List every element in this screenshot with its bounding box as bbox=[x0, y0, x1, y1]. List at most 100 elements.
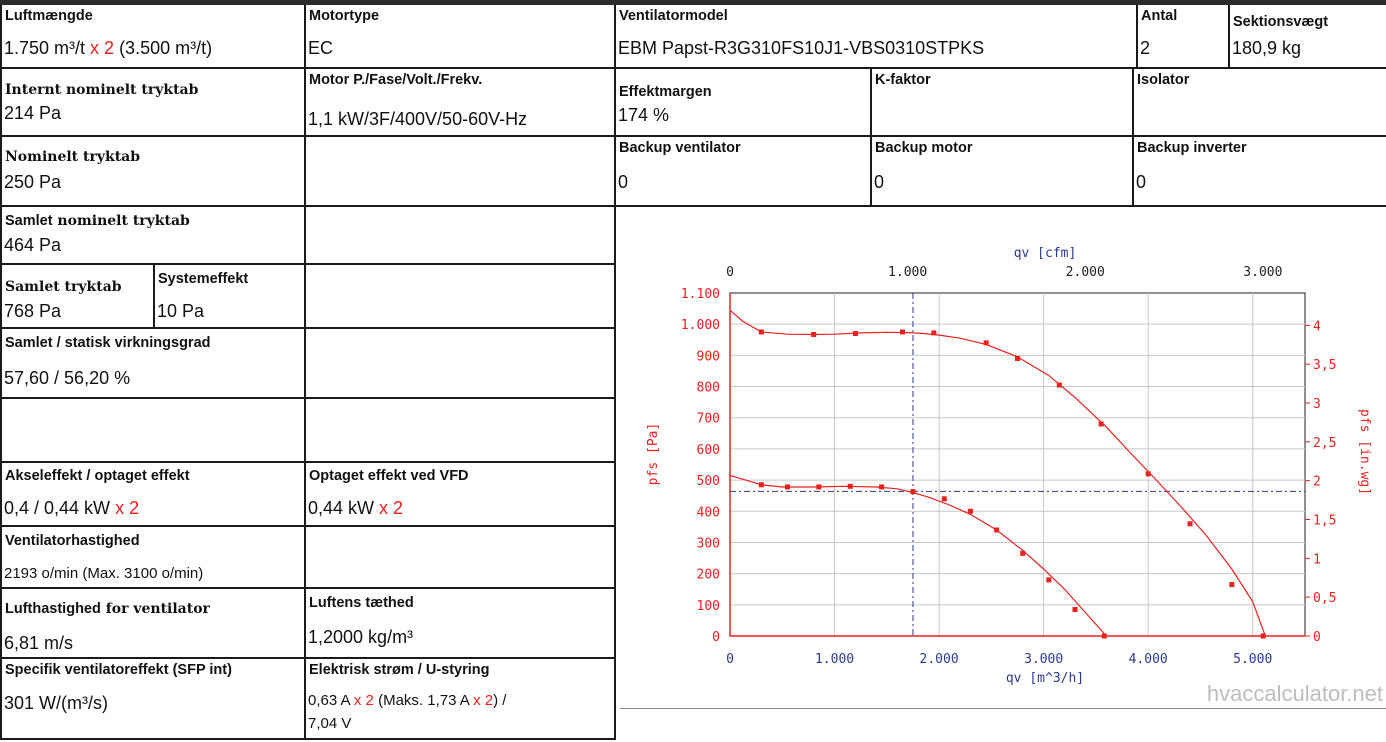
chart-axes: 0 1.000 2.000 3.000 4.000 5.00001002003004005… bbox=[681, 265, 1337, 667]
backup-inverter-label: Backup inverter bbox=[1137, 140, 1247, 156]
fan-curve-svg: 0 1.000 2.000 3.000 4.000 5.00001002003004005… bbox=[646, 246, 1383, 706]
watermark: hvaccalculator.net bbox=[1207, 681, 1383, 706]
lufthastighed-value: 6,81 m/s bbox=[4, 633, 74, 653]
cell-backup-vent: Backup ventilator 0 bbox=[616, 137, 872, 207]
strom-value-line2: 7,04 V bbox=[308, 715, 352, 732]
y2-tick-label: 1,5 bbox=[1313, 513, 1336, 528]
hastighed-value: 2193 o/min (Max. 3100 o/min) bbox=[4, 565, 204, 582]
curve-marker bbox=[758, 482, 764, 488]
curve-marker bbox=[879, 484, 885, 490]
luftmaengde-multiplier: x 2 bbox=[90, 38, 115, 58]
curve-marker bbox=[1056, 382, 1062, 388]
antal-value: 2 bbox=[1140, 38, 1151, 58]
strom-label: Elektrisk strøm / U-styring bbox=[309, 662, 490, 678]
virkningsgrad-value: 57,60 / 56,20 % bbox=[4, 368, 131, 388]
cell-empty-r7b bbox=[306, 399, 616, 463]
y-tick-label: 900 bbox=[697, 349, 720, 364]
samlet-nominelt-label-serif: nominelt tryktab bbox=[52, 213, 190, 229]
x2-tick-label: 0 bbox=[726, 265, 734, 280]
backup-inverter-value: 0 bbox=[1136, 172, 1147, 192]
samlet-nominelt-value: 464 Pa bbox=[4, 235, 62, 255]
effektmargen-value: 174 % bbox=[618, 105, 670, 125]
systemeffekt-label: Systemeffekt bbox=[158, 271, 249, 287]
virkningsgrad-label: Samlet / statisk virkningsgrad bbox=[5, 335, 211, 351]
backup-motor-value: 0 bbox=[874, 172, 885, 192]
cell-backup-motor: Backup motor 0 bbox=[872, 137, 1134, 207]
motortype-value: EC bbox=[308, 38, 334, 58]
y-tick-label: 600 bbox=[697, 443, 720, 458]
curve-marker bbox=[785, 484, 790, 490]
x-axis-label: qv [m^3/h] bbox=[1006, 671, 1084, 686]
internt-value: 214 Pa bbox=[4, 103, 62, 123]
cell-strom: Elektrisk strøm / U-styring 0,63 A x 2 (… bbox=[306, 659, 616, 740]
fan-curve-chart: 0 1.000 2.000 3.000 4.000 5.000 0 100 200 300 400 5… bbox=[617, 212, 1386, 709]
x2-tick-label: 1.000 bbox=[888, 265, 927, 280]
cell-empty-r3 bbox=[306, 137, 616, 207]
y2-tick-label: 4 bbox=[1313, 319, 1321, 334]
curve-marker bbox=[994, 527, 1000, 533]
x-tick-label: 2.000 bbox=[920, 652, 959, 667]
cell-empty-r6 bbox=[306, 329, 616, 399]
y-axis-label: pfs [Pa] bbox=[646, 423, 661, 486]
y-tick-label: 200 bbox=[697, 568, 720, 583]
curve-marker bbox=[811, 331, 817, 337]
curve-marker bbox=[967, 508, 973, 514]
y2-tick-label: 1 bbox=[1313, 552, 1321, 567]
cell-empty-r9 bbox=[306, 527, 616, 589]
sektionsvaegt-label: Sektionsvægt bbox=[1233, 14, 1329, 30]
curve-marker bbox=[910, 489, 916, 495]
strom-v1: 0,63 A bbox=[308, 692, 354, 709]
isolator-label: Isolator bbox=[1137, 72, 1190, 88]
systemeffekt-value: 10 Pa bbox=[157, 301, 205, 321]
taethed-label: Luftens tæthed bbox=[309, 595, 414, 611]
cell-hastighed: Ventilatorhastighed 2193 o/min (Max. 310… bbox=[0, 527, 306, 589]
strom-v2: (Maks. 1,73 A bbox=[373, 692, 474, 709]
curve-marker bbox=[1229, 582, 1235, 588]
cell-ventilatormodel: Ventilatormodel EBM Papst-R3G310FS10J1-V… bbox=[616, 5, 1138, 69]
chart-bottom-line bbox=[620, 708, 1386, 709]
y-tick-label: 500 bbox=[697, 474, 720, 489]
y2-tick-label: 0,5 bbox=[1313, 591, 1336, 606]
vfd-label: Optaget effekt ved VFD bbox=[309, 468, 469, 484]
luftmaengde-value: 1.750 m³/t x 2 (3.500 m³/t) bbox=[4, 38, 212, 59]
samlet-tryktab-value: 768 Pa bbox=[4, 301, 62, 321]
cell-samlet-nominelt: Samlet nominelt tryktab 464 Pa bbox=[0, 207, 306, 265]
motor-p-value: 1,1 kW/3F/400V/50-60V-Hz bbox=[308, 109, 528, 129]
curve-marker bbox=[816, 484, 822, 490]
backup-vent-value: 0 bbox=[618, 172, 629, 192]
cell-kfaktor: K-faktor bbox=[872, 69, 1134, 137]
strom-m2: x 2 bbox=[473, 692, 494, 709]
y-tick-label: 700 bbox=[697, 412, 720, 427]
cell-sfp: Specifik ventilatoreffekt (SFP int) 301 … bbox=[0, 659, 306, 740]
sfp-value: 301 W/(m³/s) bbox=[4, 693, 109, 713]
x-tick-label: 3.000 bbox=[1024, 652, 1063, 667]
curve-marker bbox=[1020, 550, 1026, 556]
curve-marker bbox=[1072, 606, 1078, 612]
lufthastighed-label-bold: Lufthastighed bbox=[5, 601, 101, 617]
cell-motor-p: Motor P./Fase/Volt./Frekv. 1,1 kW/3F/400… bbox=[306, 69, 616, 137]
x-tick-label: 5.000 bbox=[1233, 652, 1272, 667]
y-tick-label: 100 bbox=[697, 599, 720, 614]
motortype-label: Motortype bbox=[309, 8, 380, 24]
antal-label: Antal bbox=[1141, 8, 1178, 24]
luftmaengde-main: 1.750 m³/t bbox=[4, 38, 91, 58]
samlet-tryktab-label: Samlet tryktab bbox=[5, 279, 122, 295]
akseleffekt-multiplier: x 2 bbox=[115, 498, 140, 518]
x2-tick-label: 3.000 bbox=[1243, 265, 1282, 280]
cell-empty-r5 bbox=[306, 265, 616, 329]
y2-tick-label: 0 bbox=[1313, 630, 1321, 645]
curve-marker bbox=[847, 483, 853, 489]
cell-empty-r7a bbox=[0, 399, 306, 463]
y-tick-label: 1.100 bbox=[681, 287, 720, 302]
luftmaengde-label: Luftmængde bbox=[5, 8, 93, 24]
cell-backup-inverter: Backup inverter 0 bbox=[1134, 137, 1386, 207]
internt-label: Internt nominelt tryktab bbox=[5, 82, 199, 98]
hastighed-label: Ventilatorhastighed bbox=[5, 533, 140, 549]
akseleffekt-value: 0,4 / 0,44 kW x 2 bbox=[4, 498, 139, 519]
cell-luftmaengde: Luftmængde 1.750 m³/t x 2 (3.500 m³/t) bbox=[0, 5, 306, 69]
y2-axis-label: pfs [in.wg] bbox=[1357, 409, 1372, 495]
sektionsvaegt-value: 180,9 kg bbox=[1232, 38, 1302, 58]
curve-marker bbox=[941, 496, 947, 502]
x-tick-label: 0 bbox=[726, 652, 734, 667]
curve-marker bbox=[1260, 633, 1266, 639]
